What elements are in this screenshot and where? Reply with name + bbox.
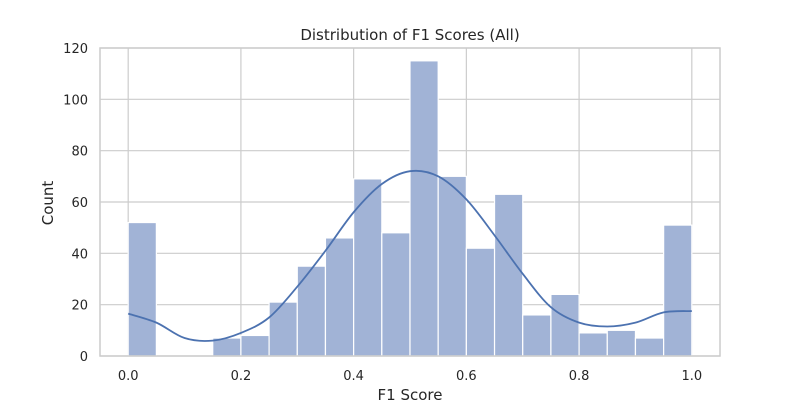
- x-tick-label: 0.8: [569, 369, 590, 384]
- histogram-bar: [240, 334, 270, 357]
- histogram-bar: [465, 247, 496, 357]
- y-tick-label: 120: [63, 42, 88, 57]
- histogram-bar: [268, 301, 298, 357]
- x-axis-label: F1 Score: [378, 386, 443, 400]
- x-tick-label: 0.2: [231, 369, 252, 384]
- y-tick-label: 40: [71, 247, 88, 262]
- histogram-bar: [353, 178, 383, 357]
- y-tick-label: 100: [63, 93, 88, 108]
- ticks-layer: 0.0 0.2 0.4 0.6 0.8 1.0 0 20 40 60 80 100 120: [63, 42, 702, 384]
- y-tick-label: 60: [71, 196, 88, 211]
- histogram-bar: [381, 232, 411, 357]
- chart-title: Distribution of F1 Scores (All): [300, 26, 519, 44]
- x-tick-label: 0.4: [343, 369, 364, 384]
- histogram-bar: [634, 337, 665, 357]
- histogram-bar: [578, 332, 608, 357]
- x-tick-label: 0.6: [456, 369, 477, 384]
- bars-layer: [127, 60, 693, 357]
- y-tick-label: 0: [80, 350, 88, 365]
- histogram-bar: [550, 293, 580, 357]
- y-tick-label: 80: [71, 145, 88, 160]
- histogram-bar: [493, 193, 524, 357]
- histogram-bar: [663, 224, 693, 357]
- histogram-bar: [296, 265, 327, 357]
- histogram-bar: [409, 60, 439, 357]
- histogram-bar: [522, 314, 552, 357]
- x-tick-label: 0.0: [118, 369, 139, 384]
- kde-curve: [127, 169, 692, 342]
- histogram-bar: [437, 175, 467, 357]
- x-tick-label: 1.0: [681, 369, 702, 384]
- y-tick-label: 20: [71, 299, 88, 314]
- histogram-bar: [324, 237, 355, 357]
- y-axis-label: Count: [39, 181, 57, 226]
- histogram-bar: [606, 329, 637, 357]
- histogram-bar: [127, 221, 157, 357]
- plot-frame: [99, 47, 721, 357]
